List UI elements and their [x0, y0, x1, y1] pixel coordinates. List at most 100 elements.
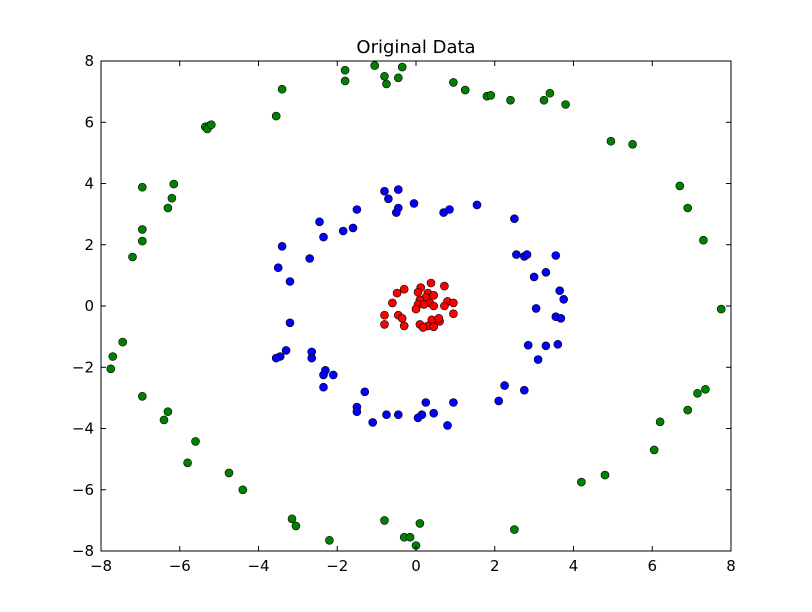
data-point: [393, 185, 403, 194]
data-point: [556, 313, 566, 323]
data-point: [399, 321, 409, 331]
data-point: [600, 470, 610, 480]
data-point: [368, 418, 378, 427]
x-tick-label: 2: [490, 557, 500, 575]
data-point: [683, 203, 693, 213]
data-point: [716, 304, 726, 314]
data-point: [271, 353, 281, 363]
data-point: [118, 337, 127, 347]
y-tick-label: −2: [72, 358, 94, 376]
data-point: [271, 111, 281, 121]
data-point: [285, 277, 295, 286]
data-point: [655, 417, 665, 427]
data-point: [510, 214, 519, 223]
y-tick-label: −6: [72, 481, 94, 499]
x-tick-label: −8: [90, 557, 112, 575]
data-point: [285, 318, 295, 328]
data-point: [238, 485, 248, 495]
y-tick-label: 2: [84, 236, 94, 254]
data-point: [207, 120, 216, 129]
data-point: [305, 254, 315, 263]
data-point: [380, 320, 389, 329]
data-point: [421, 398, 431, 407]
data-point: [319, 382, 328, 392]
data-point: [360, 387, 370, 397]
data-point: [183, 458, 192, 468]
data-point: [281, 346, 291, 355]
data-point: [163, 203, 173, 213]
data-point: [224, 468, 234, 478]
data-point: [348, 223, 358, 233]
x-tick-label: −6: [169, 557, 191, 575]
data-point: [494, 396, 504, 406]
data-point: [405, 532, 415, 542]
data-point: [307, 353, 317, 363]
data-point: [380, 516, 389, 525]
data-point: [683, 405, 693, 415]
data-point: [138, 182, 147, 192]
data-point: [291, 521, 301, 531]
data-point: [561, 100, 570, 109]
data-point: [397, 313, 407, 323]
data-point: [522, 250, 532, 259]
x-tick-label: 8: [726, 557, 736, 575]
data-point: [541, 341, 551, 351]
x-tick-label: 0: [411, 557, 421, 575]
x-tick-label: 4: [569, 557, 579, 575]
data-point: [370, 61, 380, 70]
data-point: [380, 310, 389, 320]
data-point: [545, 88, 555, 98]
data-point: [380, 186, 389, 196]
y-tick-label: 0: [84, 297, 94, 315]
data-point: [460, 85, 470, 95]
data-point: [411, 304, 421, 314]
data-point: [418, 323, 428, 332]
data-point: [429, 322, 439, 332]
data-point: [426, 278, 436, 288]
data-point: [399, 284, 409, 294]
data-point: [319, 232, 328, 242]
points-layer: [106, 61, 726, 550]
data-point: [413, 287, 423, 297]
data-point: [138, 236, 147, 246]
y-tick-label: −8: [72, 542, 94, 560]
data-point: [277, 242, 287, 251]
x-tick-label: −2: [326, 557, 348, 575]
data-point: [472, 200, 482, 210]
data-point: [191, 437, 200, 446]
data-point: [449, 298, 458, 308]
data-point: [419, 300, 429, 309]
data-point: [169, 179, 179, 189]
data-point: [340, 65, 350, 75]
data-point: [325, 535, 334, 545]
data-point: [138, 391, 147, 401]
data-point: [340, 76, 350, 86]
data-point: [628, 140, 637, 149]
data-point: [277, 84, 287, 94]
data-point: [352, 407, 362, 417]
data-point: [338, 226, 348, 236]
y-tick-label: 6: [84, 113, 94, 131]
data-point: [555, 286, 565, 296]
data-point: [443, 421, 452, 430]
data-point: [553, 339, 563, 349]
data-point: [429, 301, 439, 311]
axis-ticks: −8 −6 −4 −2 0 2 4 6 8 −8 −6 −4 −2 0 2 4 6 8: [72, 52, 736, 575]
data-point: [392, 288, 402, 298]
data-point: [541, 267, 551, 277]
chart-title: Original Data: [356, 37, 475, 58]
data-point: [429, 408, 439, 418]
data-point: [388, 298, 397, 308]
y-tick-label: 8: [84, 52, 94, 70]
x-tick-label: 6: [647, 557, 657, 575]
data-point: [159, 415, 169, 425]
data-point: [391, 208, 401, 217]
data-point: [273, 263, 283, 273]
data-point: [106, 364, 116, 374]
data-point: [693, 388, 702, 398]
data-point: [512, 250, 521, 259]
data-point: [138, 225, 147, 234]
data-point: [393, 73, 403, 83]
data-point: [551, 251, 561, 260]
